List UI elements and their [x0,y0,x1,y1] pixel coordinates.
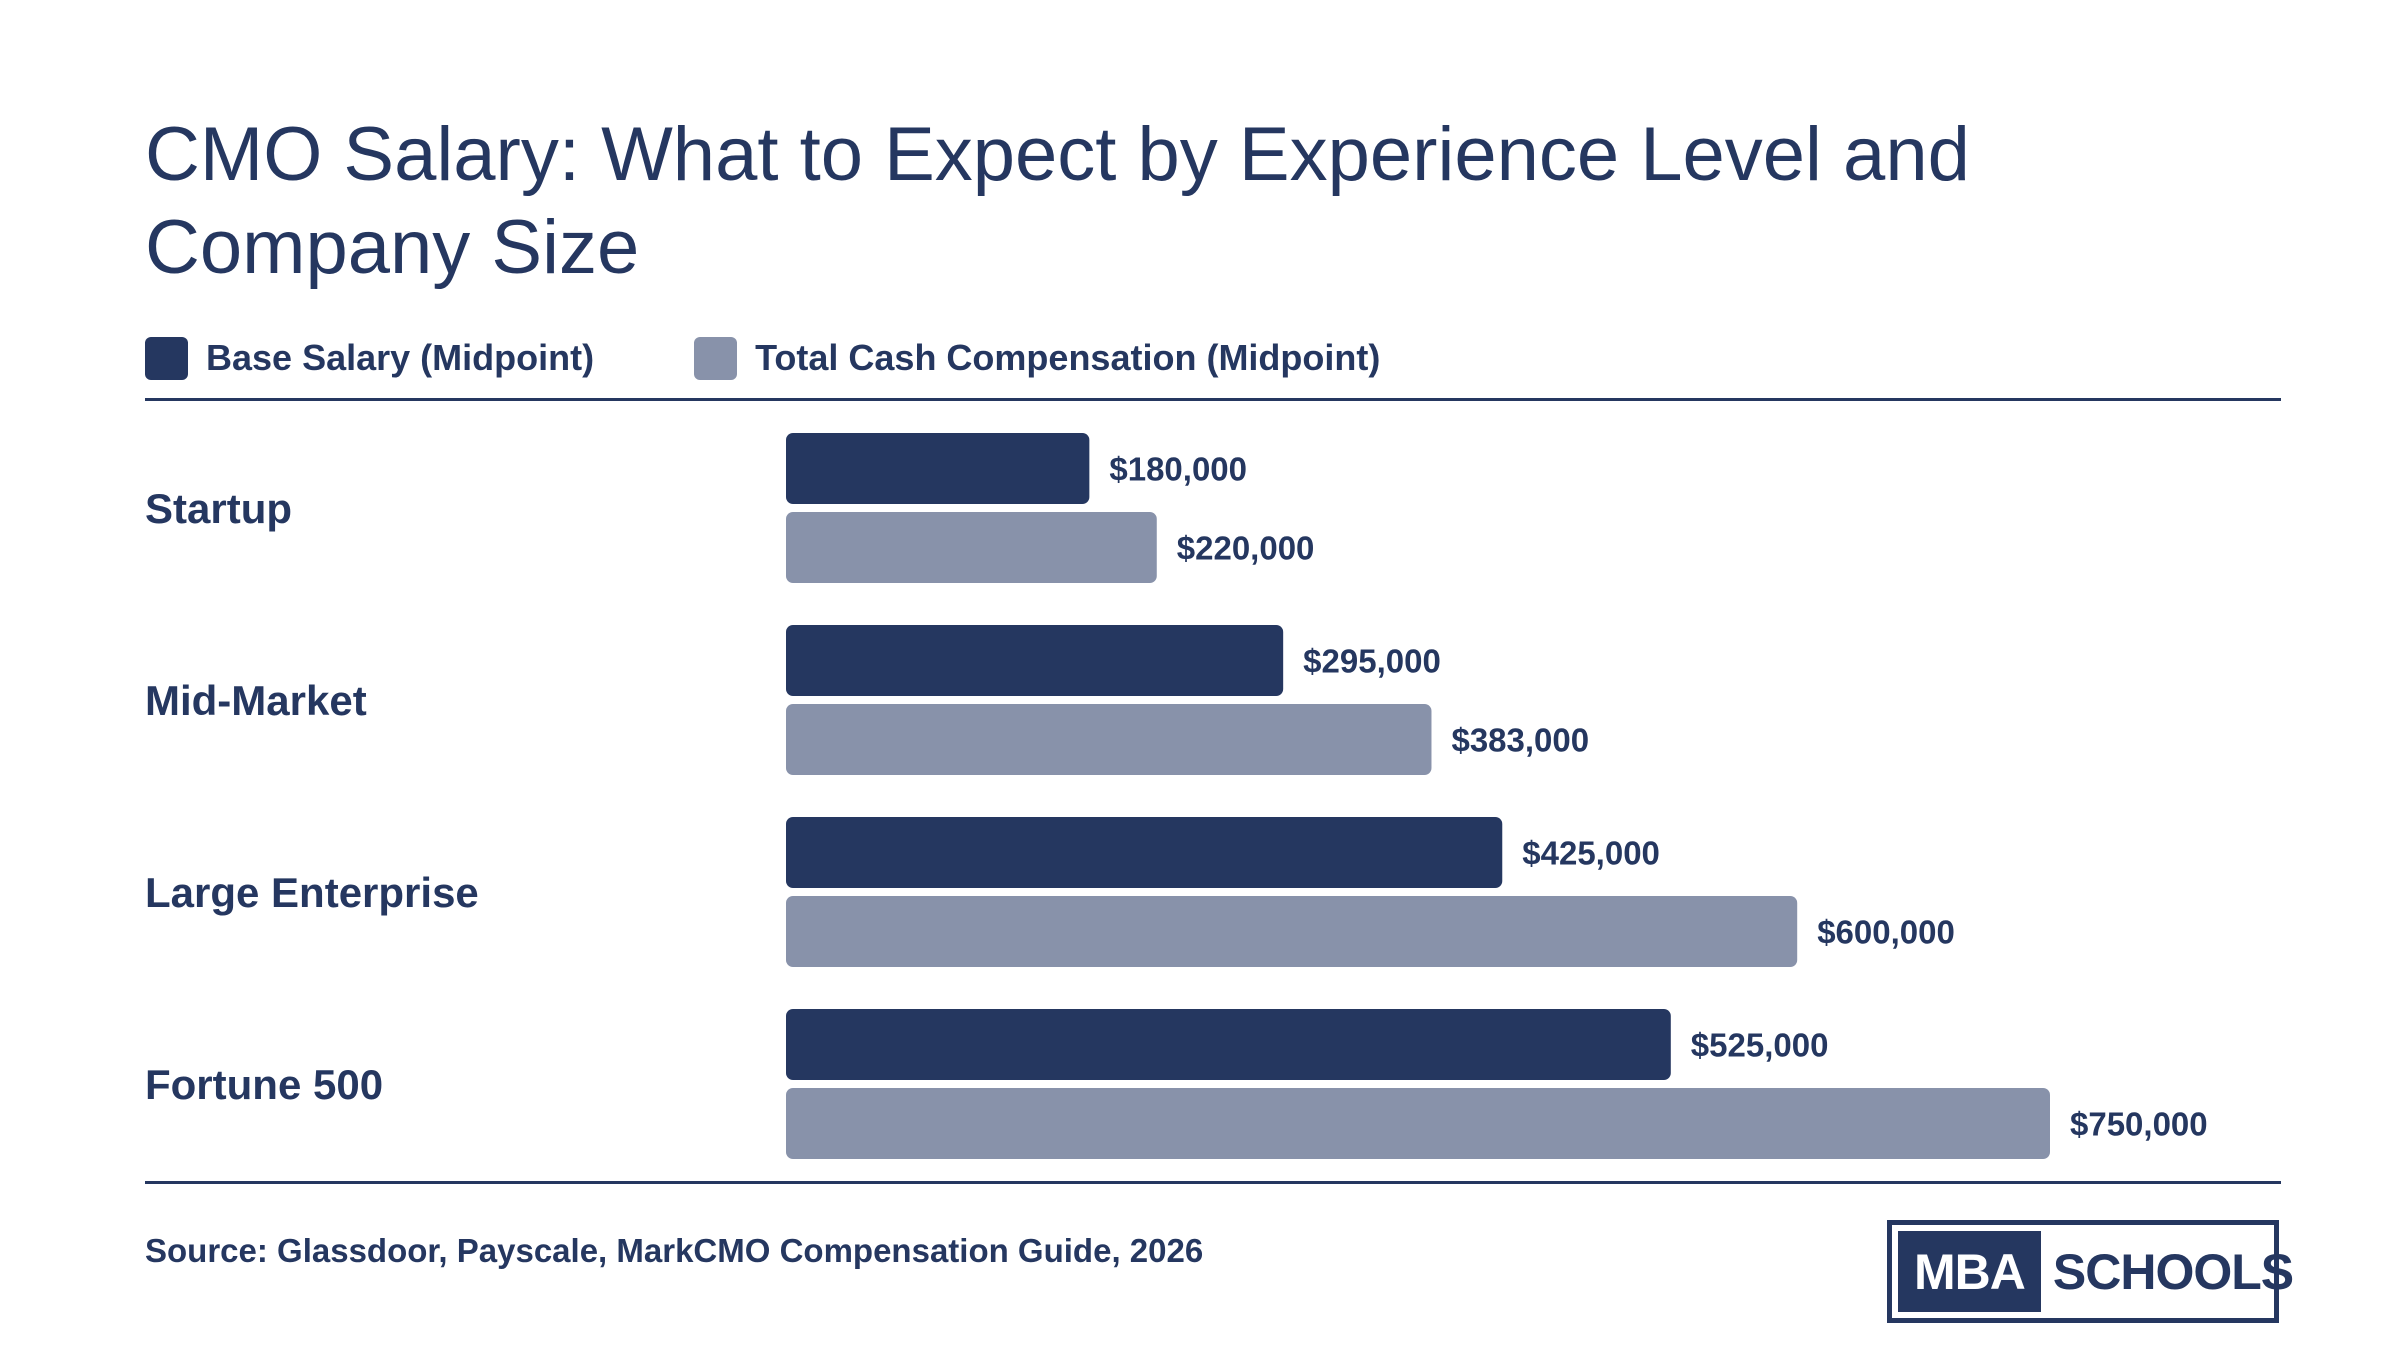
value-label-base-salary-fortune-500: $525,000 [1691,1027,1829,1064]
bar-total-cash-mid-market [786,704,1432,775]
bar-total-cash-startup [786,512,1157,583]
bar-base-salary-startup [786,433,1090,504]
legend-label-base-salary: Base Salary (Midpoint) [206,337,595,378]
legend-item-base-salary: Base Salary (Midpoint) [145,336,595,380]
legend: Base Salary (Midpoint) Total Cash Compen… [145,336,1480,380]
chart-title: CMO Salary: What to Expect by Experience… [145,112,1970,290]
legend-swatch-total-cash [694,336,738,380]
bottom-divider [145,1181,2281,1184]
value-label-total-cash-startup: $220,000 [1177,530,1315,567]
source-note: Source: Glassdoor, Payscale, MarkCMO Com… [145,1232,1204,1269]
mba-schools-logo: MBA SCHOOLS [1887,1220,2294,1323]
category-label-startup: Startup [145,485,292,532]
value-label-total-cash-large-enterprise: $600,000 [1817,914,1955,951]
value-label-base-salary-mid-market: $295,000 [1303,643,1441,680]
category-label-large-enterprise: Large Enterprise [145,869,479,916]
value-label-base-salary-large-enterprise: $425,000 [1522,835,1660,872]
bar-total-cash-fortune-500 [786,1088,2050,1159]
category-label-mid-market: Mid-Market [145,677,367,724]
category-label-fortune-500: Fortune 500 [145,1061,383,1108]
legend-swatch-base-salary [145,336,188,380]
bar-base-salary-fortune-500 [786,1009,1671,1080]
bar-total-cash-large-enterprise [786,896,1798,967]
legend-label-total-cash: Total Cash Compensation (Midpoint) [755,337,1381,378]
value-label-total-cash-mid-market: $383,000 [1451,722,1589,759]
bar-base-salary-mid-market [786,625,1284,696]
top-divider [145,398,2281,401]
value-label-base-salary-startup: $180,000 [1109,451,1247,488]
legend-item-total-cash: Total Cash Compensation (Midpoint) [694,336,1381,380]
value-label-total-cash-fortune-500: $750,000 [2070,1106,2208,1143]
bar-base-salary-large-enterprise [786,817,1503,888]
logo-schools-text: SCHOOLS [2052,1243,2294,1300]
logo-mba-text: MBA [1898,1231,2041,1312]
